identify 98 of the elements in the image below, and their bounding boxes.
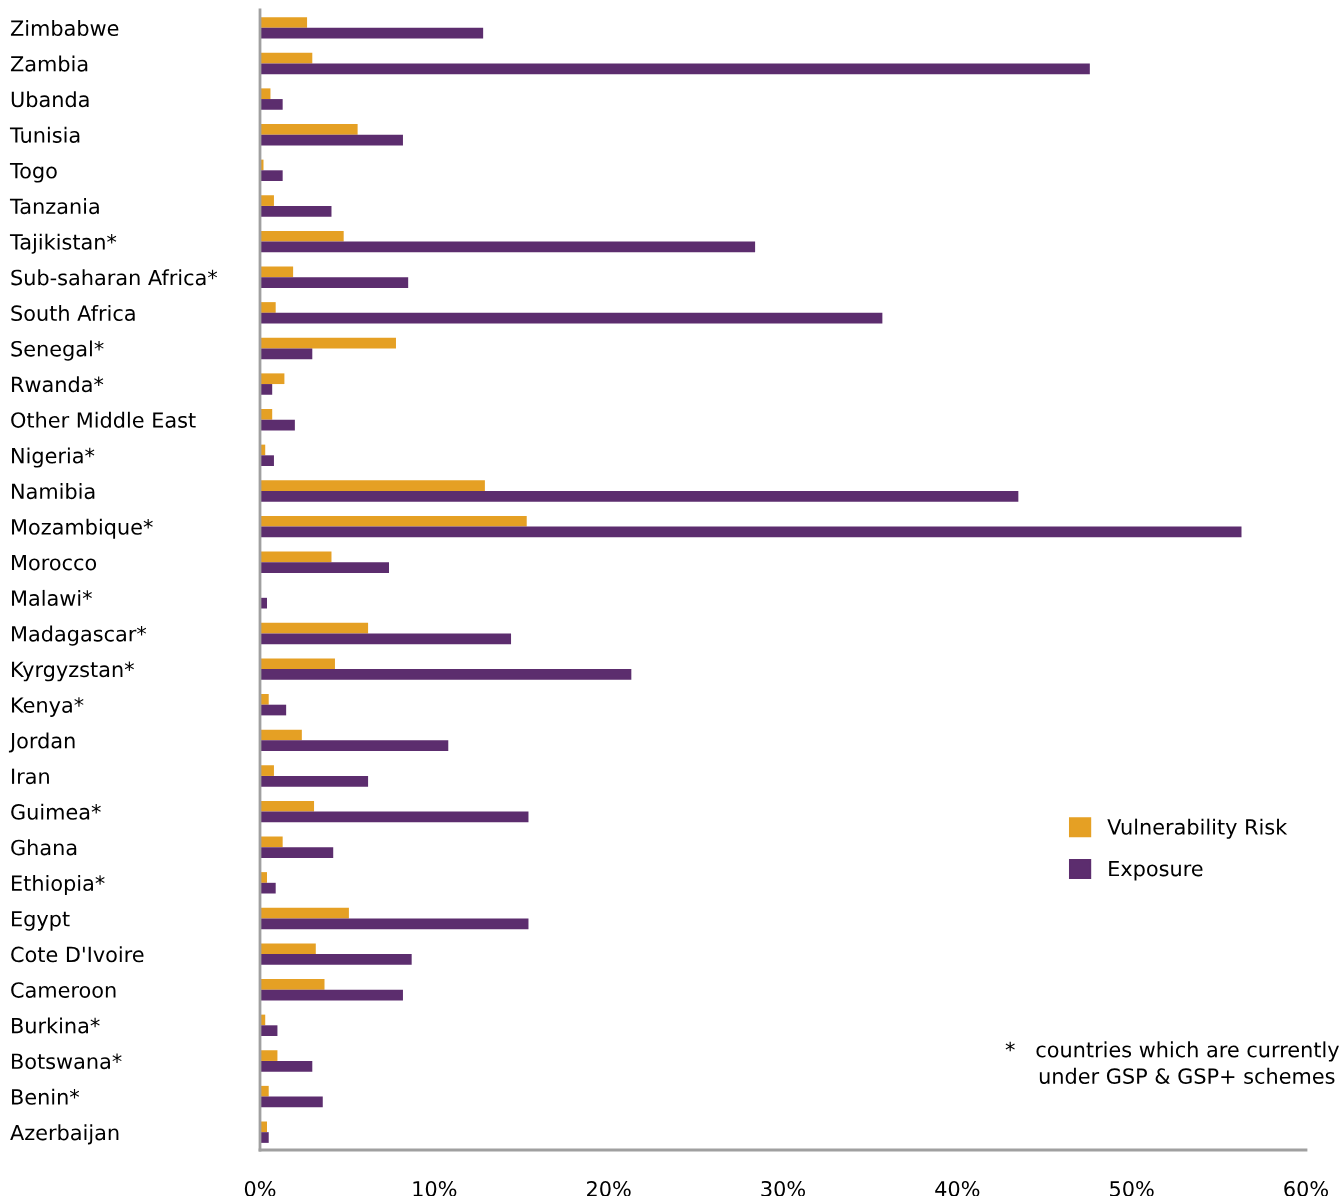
y-tick-label: Iran: [12, 768, 49, 785]
bar: [260, 277, 409, 288]
bar: [260, 1085, 269, 1097]
y-tick-label: Kenya*: [12, 697, 84, 717]
y-tick-label: Benin*: [12, 1088, 80, 1105]
y-tick-label: Kyrgyzstan*: [12, 661, 134, 682]
bar: [260, 490, 1019, 502]
bar: [260, 27, 484, 39]
y-tick-label: Ghana: [11, 839, 77, 856]
bar: [260, 480, 485, 491]
bar: [260, 170, 283, 181]
bar: [260, 765, 274, 776]
bar: [260, 800, 315, 812]
y-tick-label: Namibia: [12, 483, 95, 500]
x-tick-label: 30%: [761, 1180, 805, 1196]
bar: [260, 1060, 313, 1072]
x-tick-label: 60%: [1284, 1180, 1328, 1196]
bar: [260, 195, 274, 206]
bar: [260, 384, 273, 395]
bar: [260, 348, 313, 360]
y-tick-label: Ethiopia*: [12, 874, 105, 896]
y-tick-label: South Africa: [11, 304, 135, 322]
bar: [260, 312, 883, 324]
bar: [260, 551, 332, 563]
bar: [260, 99, 283, 110]
bar: [260, 52, 313, 64]
x-tick-label: 10%: [413, 1180, 457, 1196]
bar: [260, 775, 369, 787]
bar: [260, 302, 276, 313]
bar: [260, 979, 325, 990]
y-tick-label: Mozambique*: [12, 518, 153, 539]
y-tick-label: Guimea*: [11, 803, 101, 820]
bar: [260, 63, 1090, 75]
bar: [260, 694, 269, 705]
y-tick-label: Azerbaijan: [10, 1124, 119, 1145]
bar: [260, 847, 334, 858]
bar: [260, 562, 390, 573]
bar: [260, 1025, 278, 1036]
y-tick-label: Nigeria*: [12, 447, 95, 468]
bar: [260, 669, 632, 680]
bar: [260, 907, 349, 919]
bar: [260, 17, 308, 28]
y-tick-label: Cote D'Ivoire: [11, 946, 144, 963]
y-tick-label: Burkina*: [12, 1017, 100, 1034]
bar: [260, 419, 295, 431]
bar: [260, 1132, 269, 1143]
bar: [260, 882, 276, 894]
bar: [260, 1096, 323, 1108]
bar: [260, 337, 396, 349]
bar: [260, 633, 512, 645]
y-tick-label: Botswana*: [12, 1053, 122, 1070]
y-tick-label: Jordan: [8, 732, 75, 753]
bar: [260, 526, 1242, 538]
y-tick-label: Madagascar*: [12, 625, 147, 646]
bar: [260, 704, 287, 716]
y-tick-label: Tajikistan*: [9, 233, 117, 254]
bar: [260, 943, 316, 955]
x-tick-label: 50%: [1110, 1180, 1154, 1196]
x-tick-label: 0%: [244, 1180, 276, 1196]
bar: [260, 740, 449, 751]
bar: [260, 836, 283, 848]
bar: [260, 373, 285, 385]
y-tick-label: Sub-saharan Africa*: [11, 269, 218, 286]
y-tick-label: Zimbabwe: [10, 19, 119, 37]
bar: [260, 124, 358, 135]
annotation: * countries which are currently under GSP & GSP+ schemes: [1005, 1041, 1339, 1084]
y-tick-label: Malawi*: [12, 589, 92, 607]
bar: [260, 241, 756, 253]
bar: [260, 811, 529, 823]
bar: [260, 266, 294, 278]
bar: [260, 515, 527, 527]
y-tick-label: Egypt: [12, 911, 70, 931]
y-tick-label: Senegal*: [11, 340, 104, 361]
bar: [260, 455, 274, 466]
x-tick-label: 40%: [935, 1180, 980, 1196]
y-tick-label: Zambia: [10, 55, 88, 72]
y-tick-label: Ubanda: [11, 91, 89, 108]
bar: [260, 658, 335, 670]
bar: [260, 1050, 278, 1061]
legend-label: Vulnerability Risk: [1107, 818, 1288, 839]
bar: [260, 954, 412, 965]
y-tick-label: Togo: [9, 163, 57, 183]
bar: [260, 134, 403, 146]
y-tick-label: Tanzania: [9, 198, 99, 215]
y-tick-label: Morocco: [12, 554, 97, 571]
y-tick-label: Rwanda*: [12, 376, 104, 393]
y-tick-label: Tunisia: [9, 126, 80, 143]
bar: [260, 622, 369, 634]
y-tick-label: Cameroon: [11, 982, 116, 998]
bar: [260, 989, 403, 1001]
bar: [260, 409, 273, 420]
bar: [260, 230, 344, 242]
bar: [260, 918, 529, 930]
bar: [260, 729, 302, 741]
bar: [260, 205, 332, 217]
legend-label: Exposure: [1109, 860, 1203, 881]
y-tick-label: Other Middle East: [11, 411, 196, 428]
x-tick-label: 20%: [587, 1180, 631, 1196]
